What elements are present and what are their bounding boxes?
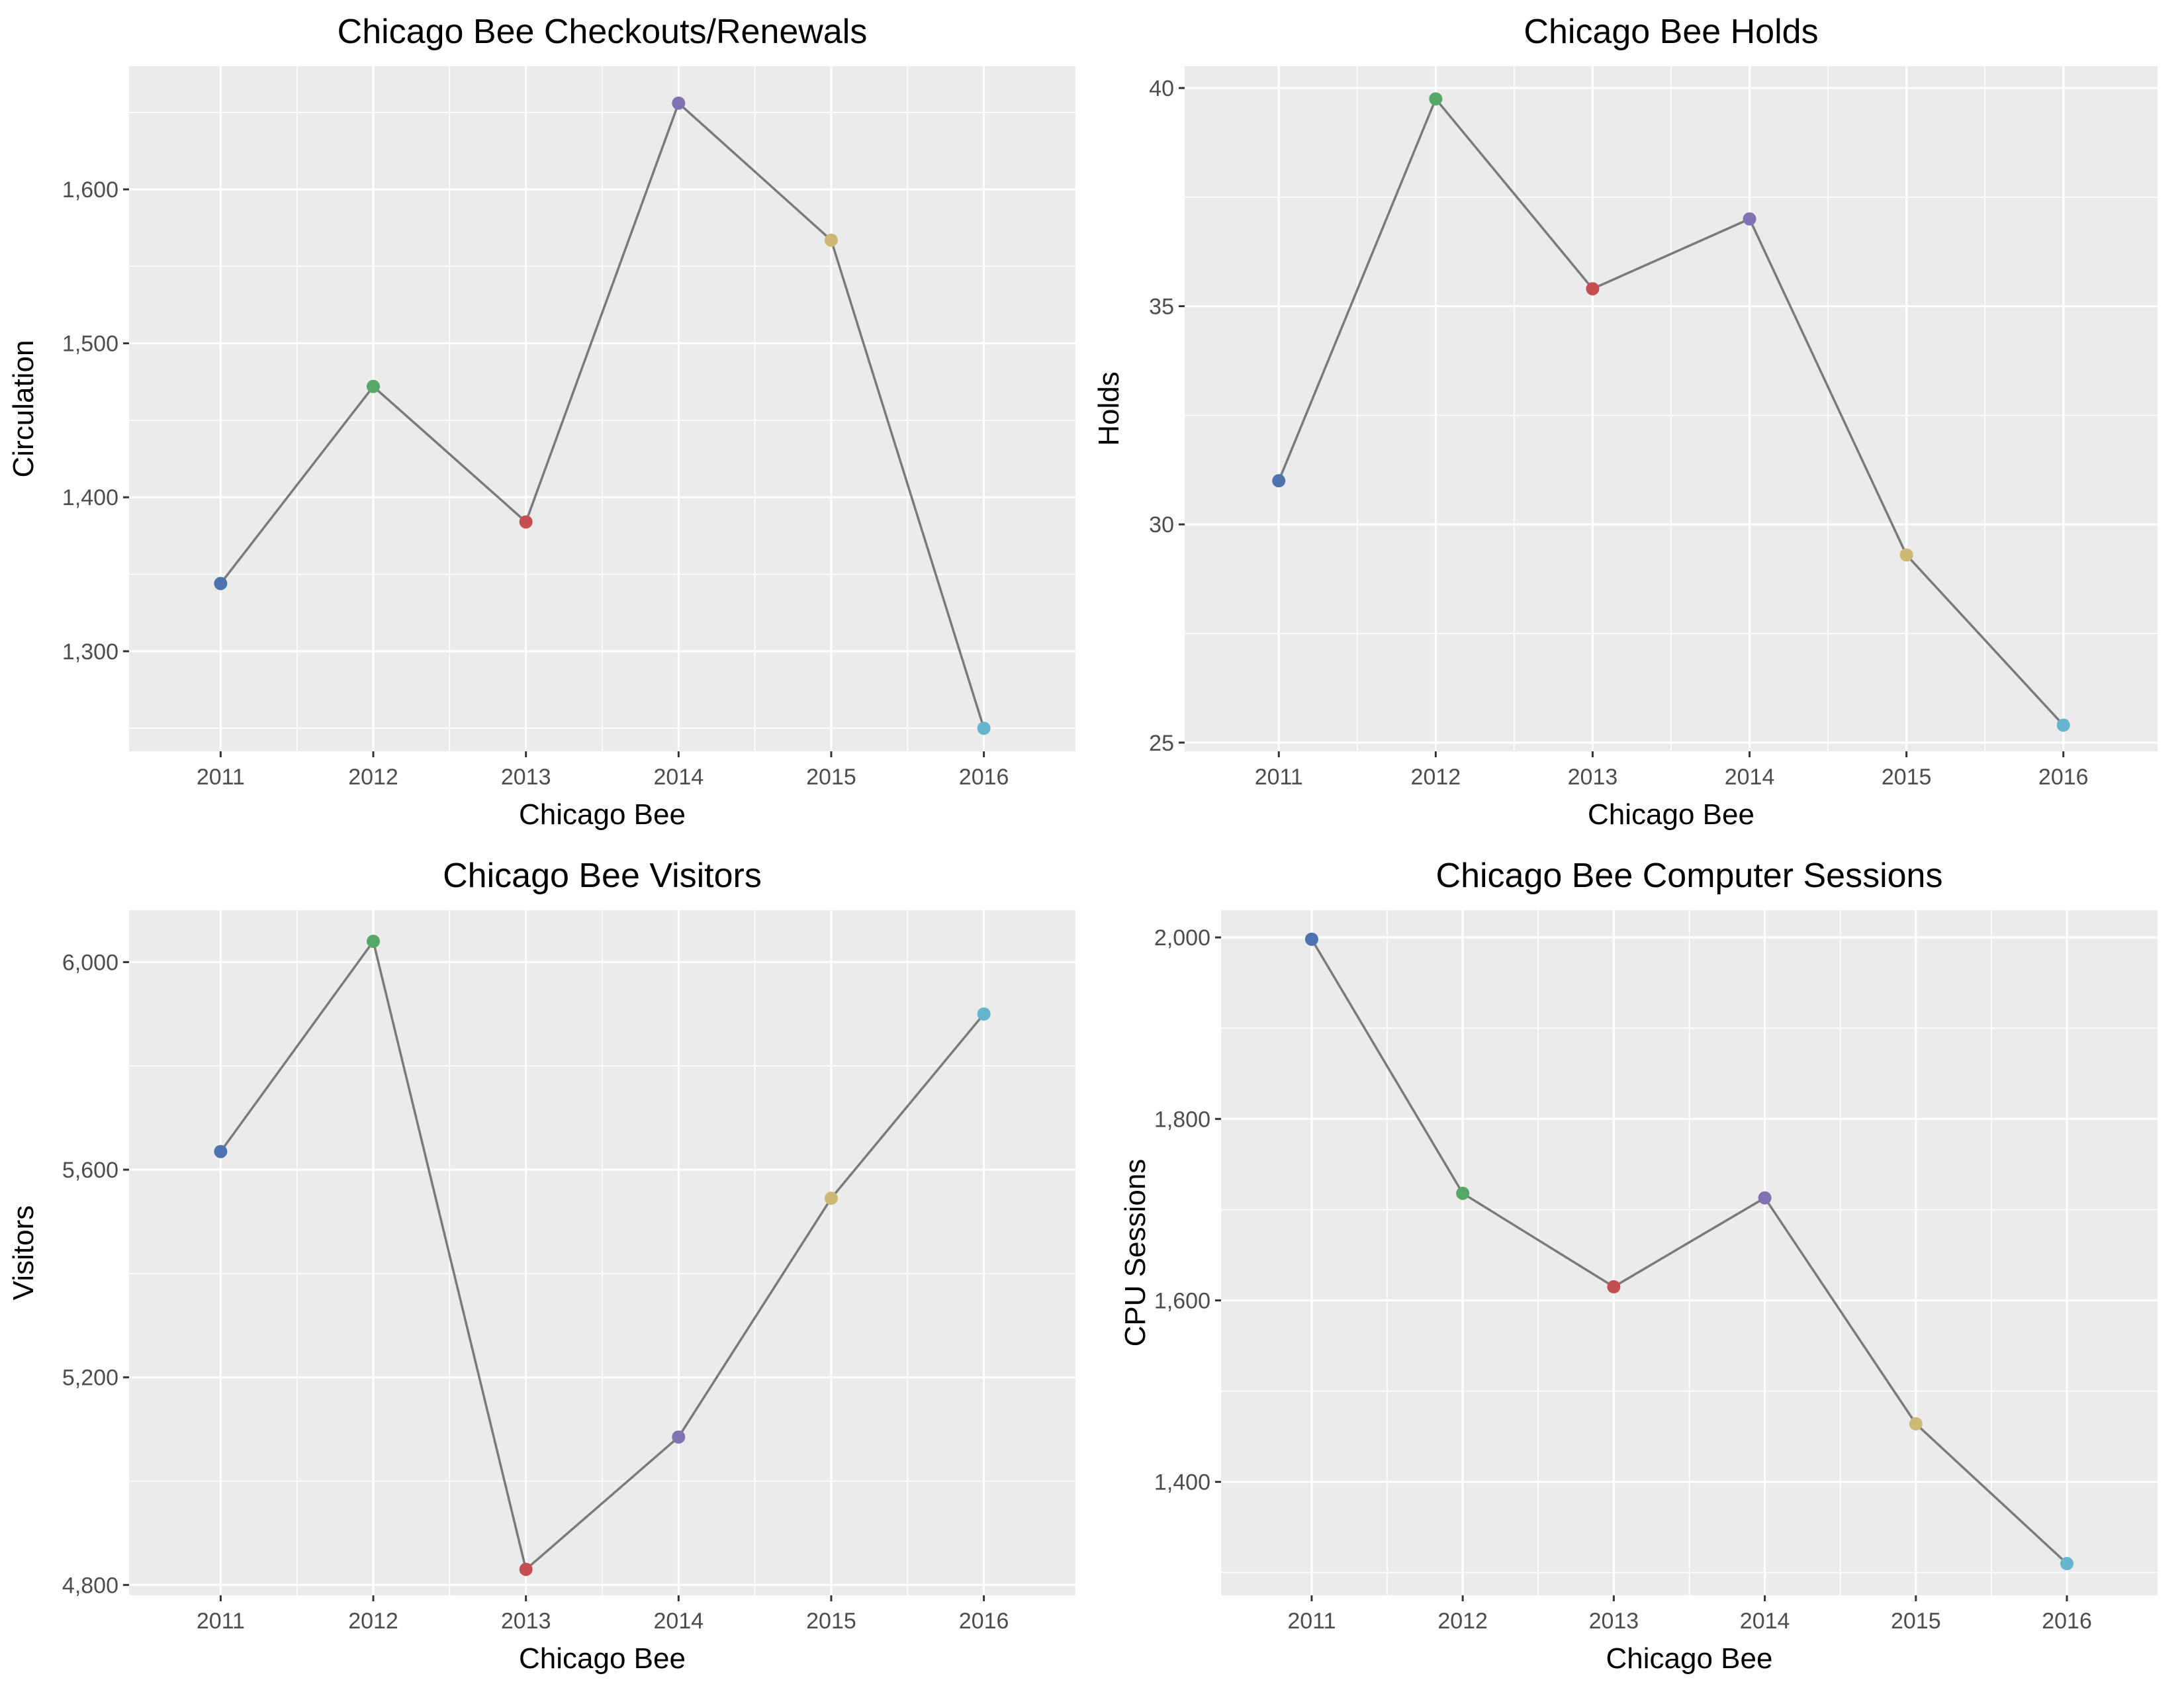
x-tick-label: 2016 <box>959 765 1009 790</box>
chart-title: Chicago Bee Holds <box>1524 13 1818 51</box>
chart-title: Chicago Bee Computer Sessions <box>1436 857 1943 895</box>
y-tick-label: 4,800 <box>62 1573 118 1598</box>
y-tick-label: 25 <box>1149 731 1174 756</box>
chart-title: Chicago Bee Checkouts/Renewals <box>338 13 868 51</box>
data-point-2014 <box>672 96 686 110</box>
x-tick-label: 2014 <box>1740 1609 1790 1634</box>
series-line <box>1277 97 2065 726</box>
data-point-2015 <box>824 233 838 247</box>
data-point-2012 <box>367 379 381 393</box>
y-axis-title: Circulation <box>7 340 40 478</box>
y-tick-label: 5,200 <box>62 1366 118 1391</box>
x-tick-label: 2013 <box>1589 1609 1639 1634</box>
x-tick-label: 2013 <box>501 1609 551 1634</box>
y-tick-label: 1,600 <box>1154 1288 1210 1313</box>
x-tick-label: 2016 <box>2042 1609 2092 1634</box>
y-tick-label: 30 <box>1149 512 1174 538</box>
x-tick-label: 2011 <box>1287 1609 1336 1634</box>
data-point-2016 <box>2060 1557 2074 1571</box>
x-tick-label: 2013 <box>1568 765 1618 790</box>
x-tick-label: 2012 <box>1411 765 1461 790</box>
data-point-2016 <box>977 722 991 735</box>
x-tick-label: 2015 <box>806 1609 856 1634</box>
data-point-2014 <box>1758 1191 1772 1205</box>
x-tick-label: 2012 <box>348 1609 398 1634</box>
y-axis-title: Visitors <box>7 1205 40 1300</box>
data-point-2012 <box>367 935 381 949</box>
data-point-2015 <box>1909 1417 1923 1430</box>
x-tick-label: 2014 <box>1725 765 1775 790</box>
chart-title: Chicago Bee Visitors <box>443 857 762 895</box>
x-tick-label: 2014 <box>654 765 704 790</box>
data-point-2011 <box>1304 932 1318 946</box>
chart-checkouts: 1,300 1,400 1,500 1,600 2011 2012 2013 2014 2015… <box>7 13 1075 831</box>
x-tick-label: 2011 <box>197 1609 245 1634</box>
y-tick-label: 35 <box>1149 295 1174 320</box>
chart-holds: 25 30 35 40 2011 2012 2013 2014 2015 2016 Chicago … <box>1093 13 2158 831</box>
x-axis-title: Chicago Bee <box>1606 1642 1773 1675</box>
data-point-2011 <box>1272 474 1286 488</box>
y-axis-title: Holds <box>1093 371 1125 446</box>
data-point-2012 <box>1429 92 1443 106</box>
y-tick-label: 2,000 <box>1154 925 1210 951</box>
data-point-2014 <box>672 1430 686 1444</box>
x-axis-title: Chicago Bee <box>519 1642 686 1675</box>
chart-computer: 1,400 1,600 1,800 2,000 2011 2012 2013 2014 2015… <box>1119 857 2158 1675</box>
data-point-2016 <box>2056 718 2070 732</box>
data-point-2011 <box>214 1145 228 1158</box>
x-tick-label: 2015 <box>806 765 856 790</box>
data-point-2013 <box>519 515 533 529</box>
data-point-2015 <box>824 1192 838 1205</box>
x-tick-label: 2011 <box>197 765 245 790</box>
data-point-2013 <box>519 1562 533 1576</box>
data-point-2016 <box>977 1007 991 1021</box>
y-tick-label: 1,800 <box>1154 1107 1210 1132</box>
data-point-2012 <box>1456 1186 1470 1200</box>
y-tick-label: 1,400 <box>62 485 118 510</box>
y-tick-label: 1,300 <box>62 639 118 665</box>
y-tick-label: 1,400 <box>1154 1470 1210 1495</box>
y-tick-label: 6,000 <box>62 950 118 975</box>
y-tick-label: 5,600 <box>62 1158 118 1183</box>
x-tick-label: 2016 <box>959 1609 1009 1634</box>
y-tick-label: 1,500 <box>62 332 118 357</box>
series-line <box>220 101 985 729</box>
series-line <box>1310 938 2068 1565</box>
y-tick-label: 40 <box>1149 76 1174 101</box>
x-axis-title: Chicago Bee <box>519 798 686 831</box>
x-tick-label: 2011 <box>1255 765 1303 790</box>
x-tick-label: 2014 <box>654 1609 704 1634</box>
data-point-2015 <box>1899 548 1913 562</box>
x-tick-label: 2015 <box>1891 1609 1941 1634</box>
data-point-2014 <box>1743 212 1756 226</box>
x-tick-label: 2016 <box>2038 765 2089 790</box>
x-tick-label: 2012 <box>348 765 398 790</box>
y-tick-label: 1,600 <box>62 177 118 203</box>
y-axis-title: CPU Sessions <box>1119 1159 1152 1347</box>
x-tick-label: 2015 <box>1882 765 1932 790</box>
data-point-2011 <box>214 577 228 590</box>
data-point-2013 <box>1586 282 1600 296</box>
x-axis-title: Chicago Bee <box>1588 798 1754 831</box>
series-line <box>219 938 985 1571</box>
chart-visitors: 4,800 5,200 5,600 6,000 2011 2012 2013 2014 2015… <box>7 857 1075 1675</box>
x-tick-label: 2013 <box>501 765 551 790</box>
data-point-2013 <box>1607 1280 1621 1293</box>
x-tick-label: 2012 <box>1437 1609 1488 1634</box>
